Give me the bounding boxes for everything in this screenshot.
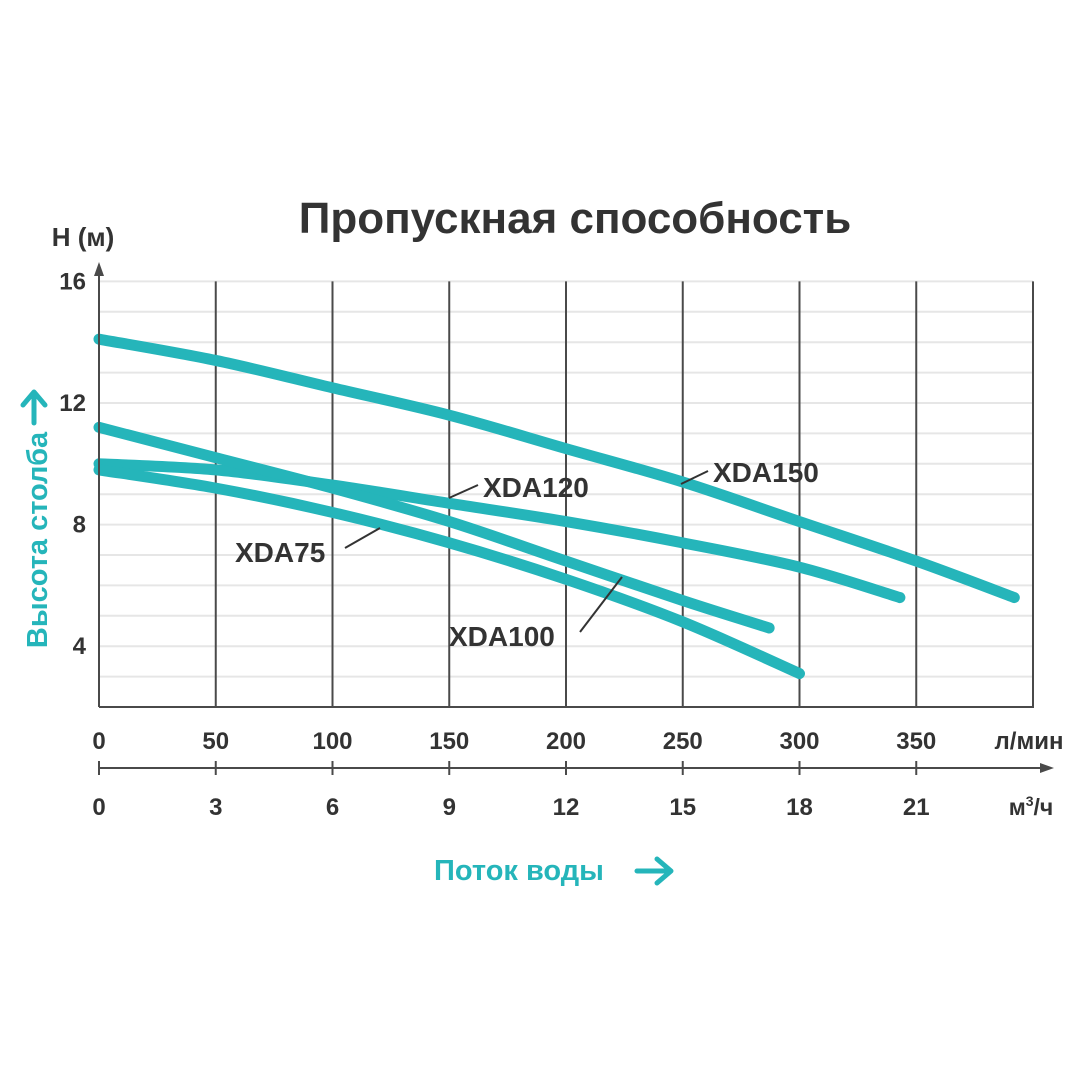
x-tick-label-lpm: 100	[312, 728, 352, 755]
y-axis-title: Н (м)	[52, 222, 115, 252]
x-tick-label-m3h: 21	[903, 794, 930, 821]
y-tick-label: 12	[59, 390, 86, 417]
y-tick-label: 4	[73, 633, 87, 660]
x-tick-label-m3h: 9	[443, 794, 456, 821]
series-line-xda75	[93, 421, 775, 634]
x-tick-label-lpm: 250	[663, 728, 703, 755]
x-tick-label-m3h: 15	[669, 794, 696, 821]
x-axis-unit-m3h: м3/ч	[1009, 793, 1054, 820]
x-axis-unit-lpm: л/мин	[995, 728, 1064, 755]
leader-xda120	[448, 484, 479, 499]
y-axis-arrow	[94, 262, 104, 276]
series-label-xda150: XDA150	[713, 457, 819, 488]
x-tick-label-lpm: 300	[779, 728, 819, 755]
x-axis-title: Поток воды	[434, 855, 604, 887]
unit-m3h-base: м	[1009, 794, 1026, 820]
y-axis-side-label-text: Высота столба	[22, 431, 54, 648]
unit-m3h-tail: /ч	[1034, 794, 1054, 820]
chart-title: Пропускная способность	[299, 194, 852, 243]
x-tick-label-m3h: 3	[209, 794, 222, 821]
y-tick-label: 16	[59, 268, 86, 295]
y-axis-side-label: Высота столба	[22, 431, 54, 648]
x-axis-arrow	[1040, 763, 1054, 773]
series-line-xda120	[93, 458, 906, 604]
y-tick-label: 8	[73, 512, 86, 539]
x-tick-label-lpm: 0	[92, 728, 105, 755]
series-line-xda150	[93, 333, 1020, 604]
x-tick-label-m3h: 0	[92, 794, 105, 821]
axes	[94, 262, 1054, 773]
series-leaders	[344, 470, 709, 633]
x-tick-label-lpm: 350	[896, 728, 936, 755]
x-tick-label-m3h: 18	[786, 794, 813, 821]
up-arrow-icon	[20, 389, 48, 426]
series-line-xda100	[93, 464, 805, 680]
series-label-xda75: XDA75	[235, 537, 325, 568]
series-label-xda120: XDA120	[483, 472, 589, 503]
unit-m3h-sup: 3	[1026, 793, 1034, 809]
right-arrow-icon	[634, 856, 674, 886]
series-lines	[93, 333, 1020, 680]
tick-labels: 16 12 8 4 0 50 100 150 200 250 300 350 0 3 6 9 12 15 18 21	[59, 268, 936, 821]
x-tick-label-lpm: 200	[546, 728, 586, 755]
series-label-xda100: XDA100	[449, 621, 555, 652]
x-tick-label-lpm: 50	[202, 728, 229, 755]
leader-xda100	[579, 576, 623, 633]
series-labels: XDA150 XDA120 XDA100 XDA75	[235, 457, 819, 652]
leader-xda75	[344, 527, 381, 549]
x-tick-label-m3h: 6	[326, 794, 339, 821]
x-tick-label-m3h: 12	[553, 794, 580, 821]
leader-xda150	[680, 470, 709, 485]
x-tick-label-lpm: 150	[429, 728, 469, 755]
